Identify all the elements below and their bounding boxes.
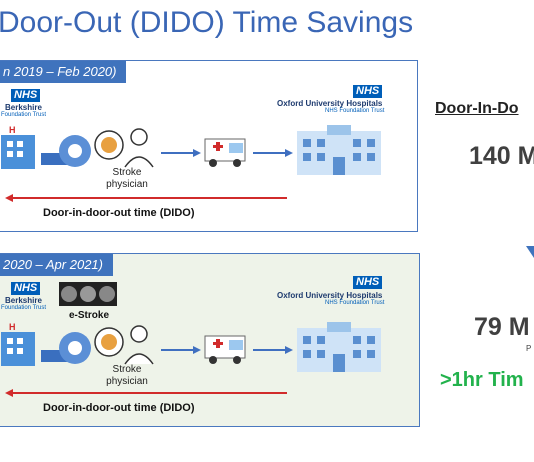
stroke-physician-label: Stroke physician [106, 167, 148, 190]
brain-scan-icon [94, 327, 124, 357]
hospital-icon: H [1, 322, 35, 366]
hospital-icon [297, 322, 381, 372]
dido-label: Door-in-door-out time (DIDO) [43, 402, 195, 414]
after-time-value: 79 M [474, 313, 530, 341]
arrow-icon [161, 346, 201, 354]
trust-name: Berkshire [5, 296, 42, 305]
physician-icon [124, 325, 154, 365]
svg-text:H: H [9, 125, 16, 135]
estroke-label: e-Stroke [69, 310, 110, 321]
trust-subtitle: Foundation Trust [1, 305, 47, 311]
pathway-icons: H [1, 322, 381, 372]
brain-scan-images [59, 282, 117, 306]
hospital-subtitle: NHS Foundation Trust [325, 108, 385, 114]
time-savings-text: >1hr Tim [440, 369, 524, 391]
dido-arrow [5, 389, 287, 397]
period-tag: 2020 – Apr 2021) [0, 254, 113, 276]
hospital-name: Oxford University Hospitals [277, 99, 383, 108]
arrow-icon [253, 346, 293, 354]
brain-scan-icon [94, 130, 124, 160]
trust-name: Berkshire [5, 103, 42, 112]
nhs-logo: NHS [11, 89, 41, 102]
period-tag: n 2019 – Feb 2020) [0, 61, 127, 83]
door-in-door-out-heading: Door-In-Do [435, 100, 519, 117]
physician-icon [124, 128, 154, 168]
after-time-subtext: P [526, 344, 532, 353]
arrow-icon [253, 149, 293, 157]
pathway-icons: H [1, 125, 381, 175]
down-arrow-icon [526, 246, 534, 258]
page-title: Door-Out (DIDO) Time Savings [0, 6, 414, 39]
ambulance-icon [204, 335, 246, 364]
nhs-logo: NHS [353, 85, 383, 98]
hospital-name: Oxford University Hospitals [277, 291, 383, 300]
trust-subtitle: Foundation Trust [1, 112, 47, 118]
before-time-value: 140 M [469, 142, 534, 170]
svg-text:H: H [9, 322, 16, 332]
panel-before: n 2019 – Feb 2020) NHS Berkshire Foundat… [0, 60, 418, 232]
stroke-physician-label: Stroke physician [106, 364, 148, 387]
dido-arrow [5, 194, 287, 202]
hospital-icon: H [1, 125, 35, 169]
nhs-logo: NHS [11, 282, 41, 295]
panel-after: 2020 – Apr 2021) NHS Berkshire Foundatio… [0, 253, 420, 427]
ct-scanner-icon [41, 332, 91, 364]
ct-scanner-icon [41, 135, 91, 167]
arrow-icon [161, 149, 201, 157]
hospital-icon [297, 125, 381, 175]
dido-label: Door-in-door-out time (DIDO) [43, 207, 195, 219]
nhs-logo: NHS [353, 276, 383, 289]
hospital-subtitle: NHS Foundation Trust [325, 300, 385, 306]
ambulance-icon [204, 138, 246, 167]
